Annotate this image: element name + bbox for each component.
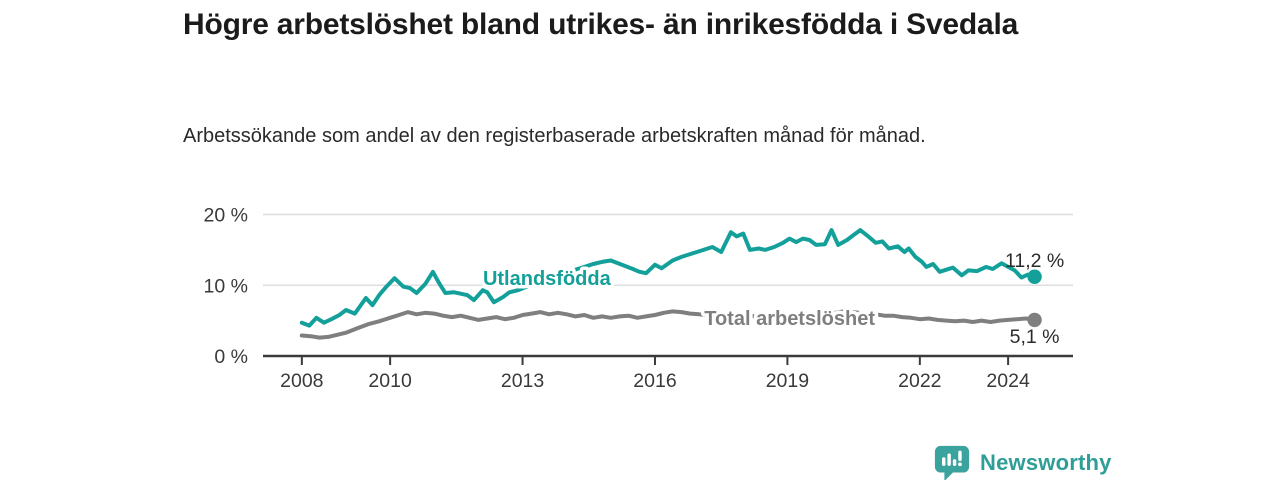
y-tick-label: 10 % bbox=[204, 275, 248, 297]
series-end-value-label: 11,2 % bbox=[1005, 250, 1064, 272]
page-title: Högre arbetslöshet bland utrikes- än inr… bbox=[183, 8, 1019, 41]
newsworthy-branding: Newsworthy bbox=[933, 444, 1112, 480]
chart-subtitle: Arbetssökande som andel av den registerb… bbox=[183, 125, 926, 147]
y-tick-label: 0 % bbox=[214, 346, 248, 368]
x-tick-label: 2019 bbox=[766, 370, 809, 392]
x-tick-label: 2016 bbox=[633, 370, 676, 392]
brand-name: Newsworthy bbox=[980, 450, 1112, 475]
series-end-value-label: 5,1 % bbox=[1010, 326, 1060, 348]
series-end-dot bbox=[1027, 269, 1042, 284]
series-inline-label-total-arbetsl-shet: Total arbetslöshet bbox=[704, 308, 875, 330]
y-tick-label: 20 % bbox=[204, 205, 248, 227]
x-tick-label: 2024 bbox=[986, 370, 1030, 392]
x-tick-label: 2022 bbox=[898, 370, 941, 392]
x-tick-label: 2008 bbox=[280, 370, 323, 392]
series-end-dot bbox=[1027, 312, 1042, 328]
x-tick-label: 2013 bbox=[501, 370, 544, 392]
series-line-utlandsf-dda bbox=[299, 228, 1037, 328]
series-inline-label-utlandsf-dda: Utlandsfödda bbox=[483, 268, 612, 290]
x-tick-label: 2010 bbox=[368, 370, 412, 392]
series-line-total-arbetsl-shet bbox=[299, 309, 1037, 340]
bar-chart-speech-bubble-icon bbox=[934, 445, 970, 480]
